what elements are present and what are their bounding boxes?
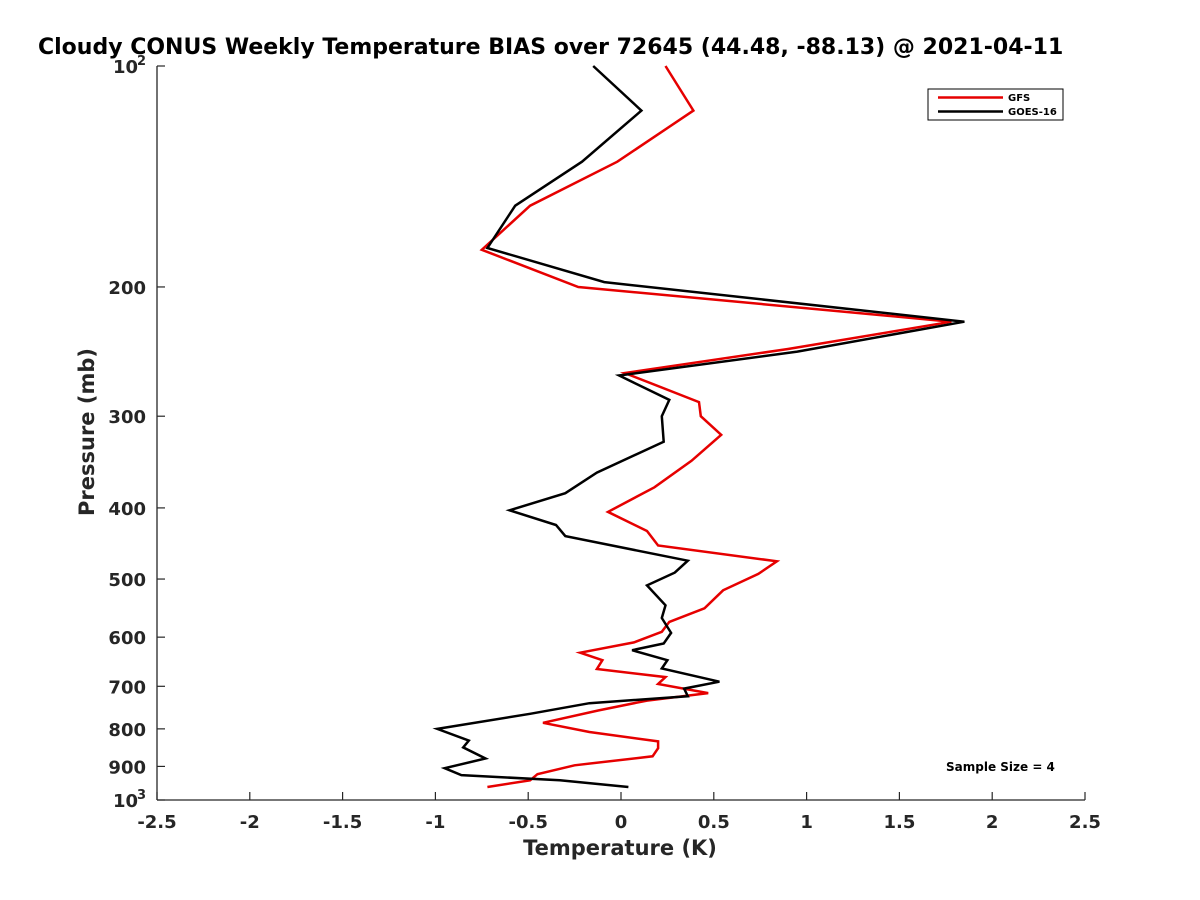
series-line-gfs (479, 65, 952, 789)
x-tick-label: 1.5 (883, 812, 915, 833)
y-axis-label: Pressure (mb) (75, 348, 99, 516)
legend-box (927, 88, 1064, 121)
y-tick-label: 900 (108, 757, 146, 778)
legend-label-gfs: GFS (1008, 93, 1030, 104)
legend-label-goes16: GOES-16 (1008, 107, 1057, 118)
x-tick-label: 0.5 (698, 812, 730, 833)
y-tick-label: 10 (113, 57, 138, 78)
x-tick-label: -2 (240, 812, 260, 833)
y-tick-exponent: 2 (137, 54, 146, 69)
y-tick-label: 700 (108, 677, 146, 698)
x-tick-label: -1.5 (323, 812, 362, 833)
y-tick-exponent: 3 (137, 788, 146, 803)
x-tick-label: -2.5 (137, 812, 176, 833)
y-tick-label: 300 (108, 407, 146, 428)
x-tick-label: 2 (986, 812, 999, 833)
legend: GFS GOES-16 (927, 88, 1064, 121)
plot-area (156, 66, 1085, 801)
x-tick-label: 0 (615, 812, 628, 833)
y-tick-label: 800 (108, 720, 146, 741)
x-tick-label: 2.5 (1069, 812, 1101, 833)
x-tick-label: -0.5 (509, 812, 548, 833)
x-axis-label: Temperature (K) (523, 836, 717, 860)
x-tick-label: -1 (425, 812, 445, 833)
y-tick-label: 200 (108, 278, 146, 299)
y-tick-label: 400 (108, 499, 146, 520)
series-layer (432, 65, 965, 789)
x-axis: -2.5 -2 -1.5 -1 -0.5 0 0.5 1 1.5 2 2.5 (137, 792, 1101, 833)
series-line-goes16 (432, 65, 965, 789)
y-tick-label: 10 (113, 791, 138, 812)
chart-title: Cloudy CONUS Weekly Temperature BIAS ove… (38, 35, 1063, 60)
sample-size-annotation: Sample Size = 4 (946, 760, 1055, 774)
x-tick-label: 1 (800, 812, 813, 833)
y-tick-label: 600 (108, 628, 146, 649)
y-tick-label: 500 (108, 570, 146, 591)
